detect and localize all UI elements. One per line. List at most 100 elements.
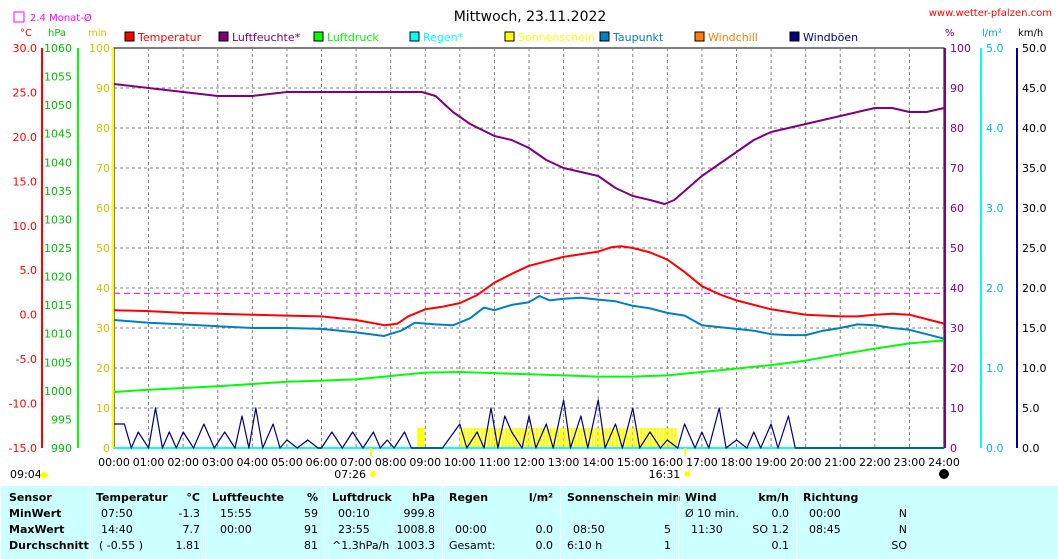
temp-tick-label: 5.0	[20, 264, 38, 277]
sunshine-bar	[529, 428, 532, 448]
pressure-tick-label: 1045	[44, 128, 72, 141]
stats-col-humidity: Luftfeuchte% 15:55 59 00:00 91 81	[205, 486, 326, 559]
site-link[interactable]: www.wetter-pfalzen.com	[929, 8, 1052, 19]
stats-col-pressure: Luftdruck hPa 00:10 999.8 23:55 1008.8 ^1.3…	[325, 486, 443, 559]
sunshine-bar	[535, 428, 539, 448]
moon-icon-right	[939, 469, 949, 479]
dir-max-time: 08:45	[809, 523, 841, 536]
temperature-line	[113, 245, 945, 327]
legend: Temperatur Luftfeuchte* Luftdruck Regen* Son…	[124, 31, 858, 44]
sunshine-bar	[470, 428, 473, 448]
sunshine-bar	[567, 428, 570, 448]
x-tick-label: 14:00	[582, 456, 614, 469]
row-label-min: MinWert	[9, 507, 62, 520]
sunshine-bar	[421, 428, 425, 448]
sunshine-bar	[487, 428, 490, 448]
sunshine-bar	[549, 428, 553, 448]
sunshine-bar	[577, 428, 580, 448]
press-max-value: 1008.8	[396, 523, 436, 536]
sun-max-value: 5	[664, 523, 671, 536]
humidity-tick-label: 70	[950, 162, 964, 175]
sunshine-bar	[650, 428, 653, 448]
rain-tick-label: 1.0	[986, 362, 1004, 375]
rain-tick-label: 4.0	[986, 122, 1004, 135]
sunshine-bar	[663, 428, 667, 448]
stats-header-rain-unit: l/m²	[528, 491, 553, 504]
temp-tick-label: 25.0	[13, 86, 38, 99]
rain-max-value: 0.0	[535, 523, 554, 536]
rain-total-label: Gesamt:	[449, 539, 496, 552]
temp-tick-label: -10.0	[9, 398, 37, 411]
sunshine-bar	[587, 428, 591, 448]
x-tick-label: 24:00	[928, 456, 960, 469]
temp-avg-note: ( -0.55 )	[99, 539, 144, 552]
stats-header-sensor: Sensor	[9, 491, 52, 504]
dewpoint-line	[113, 295, 945, 340]
wind-min-value: 0.0	[771, 507, 790, 520]
press-min-time: 00:10	[338, 507, 370, 520]
humidity-line	[113, 83, 945, 205]
avg-marker-icon	[13, 11, 25, 23]
temp-tick-label: 0.0	[20, 309, 38, 322]
sunshine-bar	[560, 428, 563, 448]
hum-max-value: 91	[304, 523, 318, 536]
stats-header-hum: Luftfeuchte	[212, 491, 285, 504]
row-label-max: MaxWert	[9, 523, 65, 536]
pressure-tick-label: 1010	[44, 328, 72, 341]
humidity-tick-label: 40	[950, 282, 964, 295]
sunshine-bar	[618, 428, 622, 448]
legend-label: Windböen	[803, 31, 858, 44]
stats-col-sun: Sonnenschein min 08:50 5 6:10 h 1	[560, 486, 681, 559]
temp-tick-label: 10.0	[13, 220, 38, 233]
rain-max-time: 00:00	[455, 523, 487, 536]
pressure-tick-label: 1020	[44, 271, 72, 284]
wind-tick-label: 35.0	[1022, 162, 1047, 175]
stats-header-dir: Richtung	[803, 491, 859, 504]
wind-avg-period: Ø 10 min.	[685, 507, 739, 520]
stats-col-sensor: Sensor MinWert MaxWert Durchschnitt	[0, 486, 91, 559]
minutes-tick-label: 70	[96, 162, 110, 175]
unit-rain: l/m²	[982, 28, 1002, 39]
sunshine-bar	[480, 428, 484, 448]
x-tick-label: 13:00	[548, 456, 580, 469]
pressure-tick-label: 1030	[44, 213, 72, 226]
sunshine-bar	[501, 428, 504, 448]
x-tick-label: 16:00	[651, 456, 683, 469]
sunshine-bar	[622, 428, 625, 448]
hum-avg-value: 81	[304, 539, 318, 552]
minutes-tick-label: 10	[96, 402, 110, 415]
grid	[113, 47, 945, 449]
sunrise-label: 07:26	[334, 468, 366, 481]
x-tick-label: 23:00	[894, 456, 926, 469]
legend-label: Taupunkt	[612, 31, 664, 44]
gust-line	[114, 399, 944, 449]
wind-tick-label: 20.0	[1022, 282, 1047, 295]
x-tick-label: 04:00	[236, 456, 268, 469]
rain-tick-label: 0.0	[986, 442, 1004, 455]
stats-header-press: Luftdruck	[332, 491, 392, 504]
pressure-tick-label: 1040	[44, 156, 72, 169]
sunshine-bar	[656, 428, 660, 448]
chart-title: Mittwoch, 23.11.2022	[454, 9, 607, 25]
row-label-avg: Durchschnitt	[9, 539, 89, 552]
pressure-tick-label: 990	[51, 442, 72, 455]
sunshine-bar	[490, 428, 494, 448]
humidity-tick-label: 20	[950, 362, 964, 375]
x-tick-label: 17:00	[686, 456, 718, 469]
sunshine-bar	[508, 428, 511, 448]
stats-header-sun: Sonnenschein min	[567, 491, 681, 504]
pressure-tick-label: 1000	[44, 385, 72, 398]
sunshine-bar	[646, 428, 650, 448]
press-min-value: 999.8	[403, 507, 436, 520]
minutes-tick-label: 40	[96, 282, 110, 295]
wind-max-value: SO 1.2	[752, 523, 789, 536]
sunshine-bar	[556, 428, 560, 448]
sunshine-bar	[605, 428, 608, 448]
sunshine-bar	[518, 428, 522, 448]
wind-tick-label: 5.0	[1022, 402, 1040, 415]
stats-header-hum-unit: %	[306, 491, 318, 504]
wind-avg-value: 0.1	[771, 539, 790, 552]
rain-tick-label: 3.0	[986, 202, 1004, 215]
wind-tick-label: 15.0	[1022, 322, 1047, 335]
sunshine-bar	[653, 428, 656, 448]
